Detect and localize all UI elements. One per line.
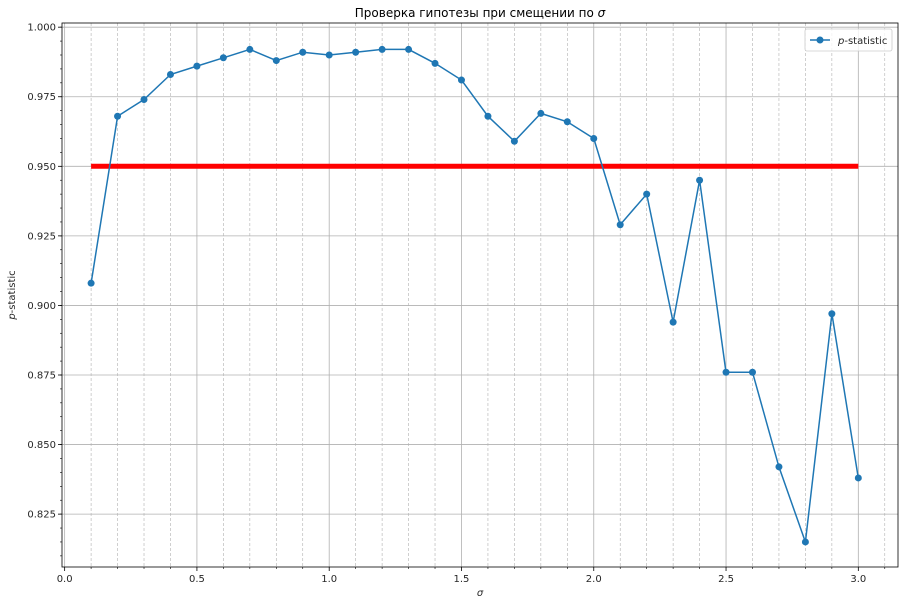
y-tick-label: 0.875 bbox=[27, 371, 56, 382]
legend-box bbox=[804, 28, 893, 52]
data-point bbox=[325, 51, 333, 59]
data-point bbox=[669, 318, 677, 326]
data-point bbox=[510, 137, 518, 145]
plot-frame bbox=[61, 22, 899, 568]
y-axis-label: p-statistic bbox=[7, 270, 18, 320]
y-tick-label: 0.900 bbox=[27, 301, 56, 312]
data-point bbox=[352, 48, 360, 56]
data-point bbox=[114, 112, 122, 120]
data-point bbox=[537, 109, 545, 117]
y-tick-label: 0.850 bbox=[27, 440, 56, 451]
data-point bbox=[484, 112, 492, 120]
data-point bbox=[801, 538, 809, 546]
x-tick-label: 0.0 bbox=[57, 574, 73, 585]
data-point bbox=[748, 368, 756, 376]
data-point bbox=[219, 54, 227, 62]
plot-area bbox=[62, 23, 898, 567]
y-tick-label: 1.000 bbox=[27, 23, 56, 34]
data-point bbox=[166, 70, 174, 78]
data-point bbox=[828, 310, 836, 318]
x-axis-label: σ bbox=[477, 588, 484, 599]
data-point bbox=[563, 118, 571, 126]
legend-label: p-statistic bbox=[837, 36, 887, 47]
data-point bbox=[616, 221, 624, 229]
ticks-layer: 0.0 0.5 1.0 1.5 2.0 2.5 3.0 0.825 0.850 0.875 0.90… bbox=[27, 23, 886, 585]
chart-title: Проверка гипотезы при смещении по σ bbox=[355, 6, 606, 20]
x-tick-label: 1.0 bbox=[321, 574, 337, 585]
x-tick-label: 2.0 bbox=[586, 574, 602, 585]
x-tick-label: 3.0 bbox=[850, 574, 866, 585]
data-point bbox=[405, 45, 413, 53]
series-layer bbox=[87, 45, 862, 546]
data-point bbox=[299, 48, 307, 56]
y-tick-label: 0.950 bbox=[27, 162, 56, 173]
y-tick-label: 0.975 bbox=[27, 92, 56, 103]
data-point bbox=[696, 176, 704, 184]
data-point bbox=[431, 59, 439, 67]
x-tick-label: 2.5 bbox=[718, 574, 734, 585]
data-point bbox=[272, 57, 280, 65]
data-point bbox=[590, 134, 598, 142]
y-tick-label: 0.825 bbox=[27, 510, 56, 521]
data-point bbox=[457, 76, 465, 84]
data-point bbox=[140, 96, 148, 104]
data-point bbox=[193, 62, 201, 70]
data-point bbox=[246, 45, 254, 53]
data-point bbox=[722, 368, 730, 376]
y-tick-label: 0.925 bbox=[27, 231, 56, 242]
data-point bbox=[775, 463, 783, 471]
data-point bbox=[643, 190, 651, 198]
series-line bbox=[90, 48, 860, 543]
data-point bbox=[854, 474, 862, 482]
data-point bbox=[87, 279, 95, 287]
major-grid bbox=[62, 23, 898, 567]
x-tick-label: 0.5 bbox=[189, 574, 205, 585]
legend: p-statistic bbox=[804, 28, 893, 52]
data-point bbox=[378, 45, 386, 53]
legend-marker bbox=[816, 36, 824, 44]
x-tick-label: 1.5 bbox=[454, 574, 470, 585]
